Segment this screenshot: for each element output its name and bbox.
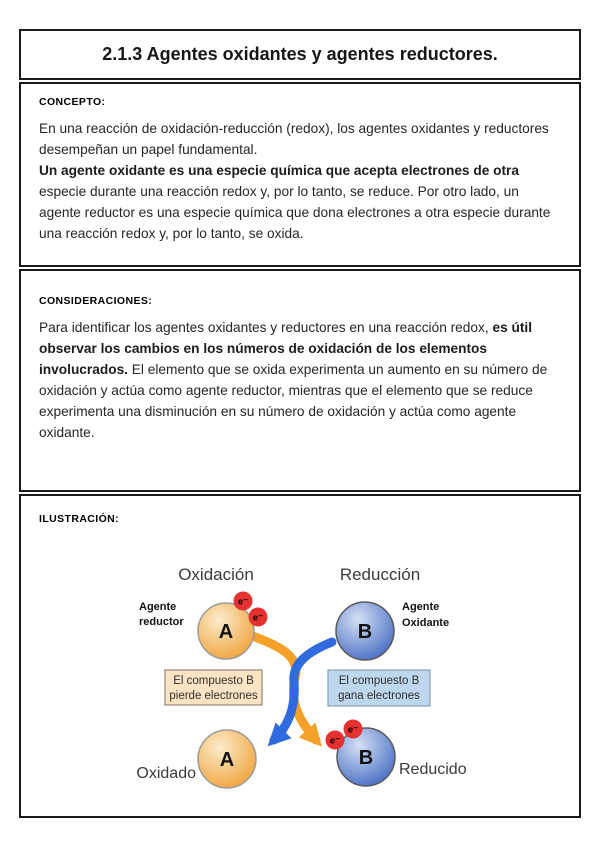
- compound-a-letter-bottom: A: [220, 749, 234, 771]
- right-box-text-line2: gana electrones: [338, 690, 420, 702]
- ilustracion-label: ILUSTRACIÓN:: [39, 513, 120, 525]
- compound-b-letter-top: B: [358, 621, 372, 643]
- electron-symbol: e⁻: [253, 613, 263, 624]
- compound-b-letter-bottom: B: [359, 747, 373, 769]
- electron-circle: [233, 591, 253, 611]
- agente-reductor-label-line2: reductor: [139, 616, 184, 628]
- concepto-box: CONCEPTO: En una reacción de oxidación-r…: [19, 82, 581, 267]
- title-box: 2.1.3 Agentes oxidantes y agentes reduct…: [19, 29, 581, 80]
- electron-icon: e⁻: [248, 607, 268, 627]
- agente-oxidante-label-line1: Agente: [402, 601, 439, 613]
- electron-icon: e⁻: [343, 719, 363, 739]
- compound-a-letter-top: A: [219, 621, 233, 643]
- consideraciones-text-regular-2: El elemento que se oxida experimenta un …: [39, 362, 548, 440]
- compound-b-circle-top: [335, 601, 395, 661]
- electron-transfer-arrow-blue: [267, 637, 337, 747]
- oxidado-label: Oxidado: [136, 765, 196, 782]
- left-box-text-line1: El compuesto B: [173, 675, 254, 687]
- agente-reductor-label-line1: Agente: [139, 601, 176, 613]
- concepto-text-regular-2: especie durante una reacción redox y, po…: [39, 184, 551, 241]
- compound-b-circle-bottom: [336, 727, 396, 787]
- electron-symbol: e⁻: [348, 725, 358, 736]
- agente-oxidante-label-line2: Oxidante: [402, 617, 449, 629]
- reducido-label: Reducido: [399, 761, 467, 778]
- electron-icon: e⁻: [325, 730, 345, 750]
- consideraciones-label: CONSIDERACIONES:: [39, 295, 153, 307]
- consideraciones-paragraph: Para identificar los agentes oxidantes y…: [39, 317, 561, 443]
- redox-diagram: Oxidación Reducción Agente reductor Agen…: [136, 565, 467, 789]
- compound-a-circle-top: [197, 602, 255, 660]
- page-title: 2.1.3 Agentes oxidantes y agentes reduct…: [102, 44, 498, 64]
- electron-circle: [343, 719, 363, 739]
- ilustracion-box: ILUSTRACIÓN: Oxidación: [19, 494, 581, 818]
- left-box-text-line2: pierde electrones: [169, 690, 257, 702]
- electron-symbol: e⁻: [330, 736, 340, 747]
- electron-circle: [325, 730, 345, 750]
- concepto-text-bold: Un agente oxidante es una especie químic…: [39, 163, 519, 178]
- consideraciones-text-regular-1: Para identificar los agentes oxidantes y…: [39, 320, 493, 335]
- consideraciones-text-bold: es útil observar los cambios en los núme…: [39, 320, 533, 377]
- electron-circle: [248, 607, 268, 627]
- consideraciones-box: CONSIDERACIONES: Para identificar los ag…: [19, 269, 581, 492]
- electron-symbol: e⁻: [238, 597, 248, 608]
- compound-loses-electrons-box: [164, 669, 263, 706]
- reduccion-heading: Reducción: [340, 565, 420, 584]
- concepto-paragraph: En una reacción de oxidación-reducción (…: [39, 118, 561, 244]
- right-box-text-line1: El compuesto B: [339, 675, 420, 687]
- concepto-text-regular-1: En una reacción de oxidación-reducción (…: [39, 121, 549, 157]
- oxidacion-heading: Oxidación: [178, 565, 254, 584]
- compound-gains-electrons-box: [327, 669, 431, 707]
- electron-icon: e⁻: [233, 591, 253, 611]
- compound-a-circle-bottom: [197, 729, 257, 789]
- concepto-label: CONCEPTO:: [39, 96, 106, 108]
